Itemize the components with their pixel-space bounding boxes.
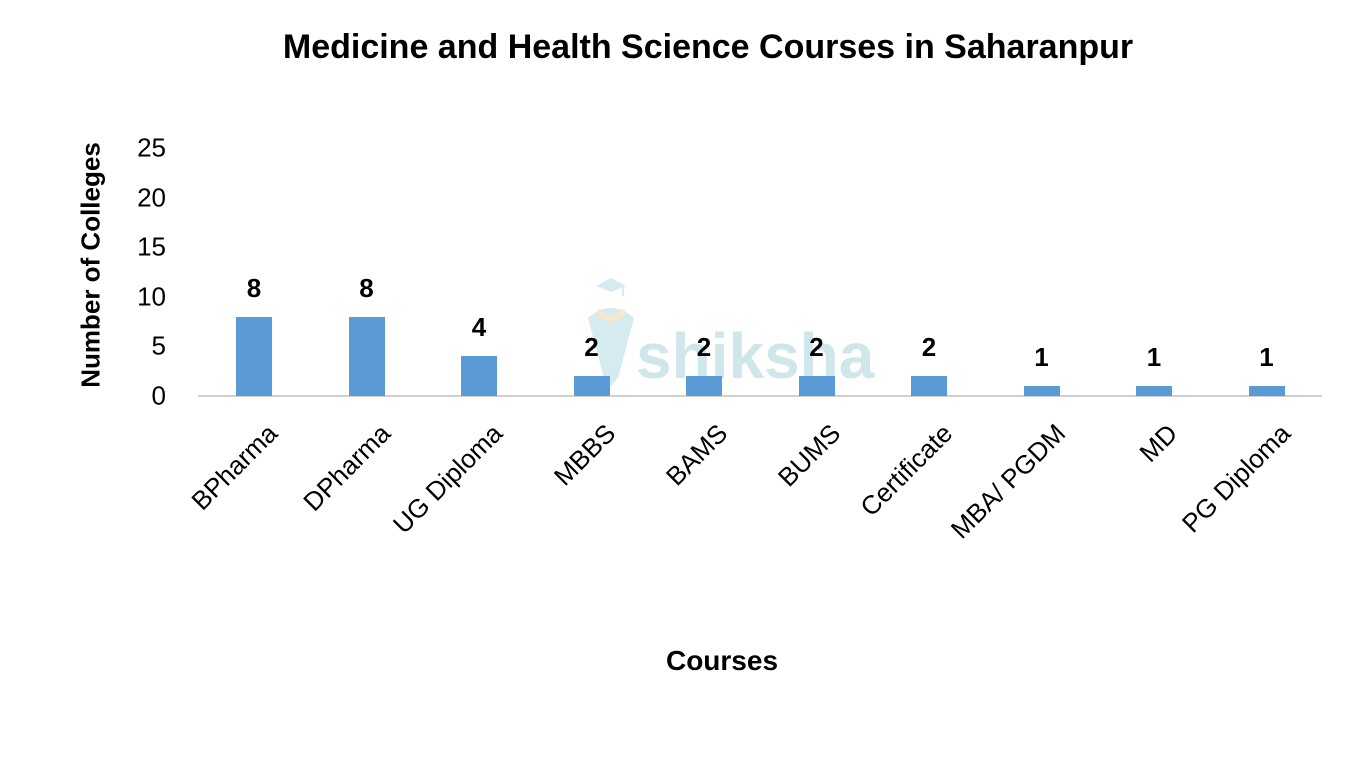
y-tick-label: 5 [151, 330, 166, 361]
y-tick-label: 20 [137, 182, 166, 213]
data-label: 1 [1146, 342, 1162, 373]
x-tick-label: DPharma [296, 418, 396, 517]
x-tick-label: UG Diploma [386, 418, 509, 540]
x-tick-label: MD [1133, 418, 1184, 468]
y-tick-label: 10 [137, 281, 166, 312]
x-tick-label: MBBS [547, 418, 621, 492]
bar [798, 376, 835, 396]
data-label: 4 [471, 312, 487, 343]
x-tick-label: BUMS [771, 418, 846, 493]
shiksha-watermark-icon: shiksha [588, 278, 875, 388]
y-tick-label: 0 [151, 380, 166, 411]
x-tick-label: MBA/ PGDM [944, 418, 1071, 545]
x-axis-label: Courses [665, 645, 779, 676]
bar [1136, 386, 1172, 396]
bar [686, 376, 722, 396]
data-label: 2 [584, 332, 599, 363]
bar [461, 356, 497, 396]
data-label: 1 [1259, 342, 1274, 373]
bar [573, 376, 610, 396]
x-tick-label: BPharma [185, 418, 284, 516]
x-axis-line [198, 395, 1322, 397]
bar [1248, 386, 1285, 396]
y-axis-label: Number of Colleges [75, 142, 106, 388]
bar [236, 316, 272, 396]
x-tick-label: BAMS [659, 418, 734, 492]
data-label: 2 [921, 332, 937, 363]
y-tick-label: 25 [137, 132, 166, 163]
bar [1023, 386, 1060, 396]
x-tick-label: Certificate [854, 418, 959, 522]
data-label: 2 [696, 332, 712, 363]
data-label: 8 [246, 272, 262, 303]
bar [911, 376, 947, 396]
chart-title: Medicine and Health Science Courses in S… [282, 28, 1134, 66]
bar [348, 316, 385, 396]
data-label: 8 [359, 272, 374, 303]
data-label: 1 [1034, 342, 1049, 373]
x-tick-label: PG Diploma [1175, 418, 1296, 539]
y-tick-label: 15 [137, 231, 166, 262]
data-label: 2 [809, 332, 824, 363]
